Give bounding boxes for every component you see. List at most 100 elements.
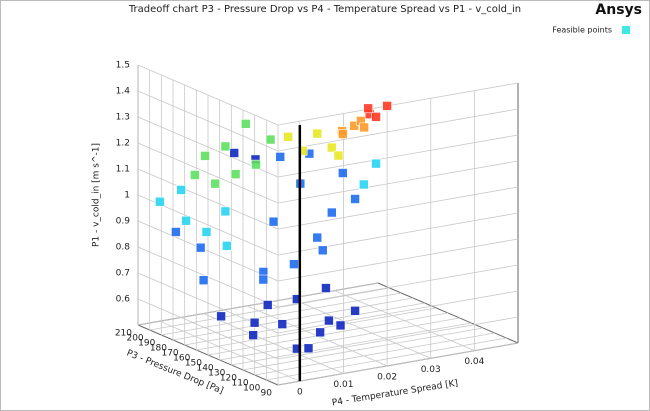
point xyxy=(359,122,369,133)
point xyxy=(190,170,200,180)
floor-grid-line xyxy=(207,312,449,356)
plot-area: 0 0.01 0.02 0.03 0.04 90100110120130140150160… xyxy=(115,26,630,399)
legend-swatch xyxy=(622,26,630,34)
point xyxy=(198,275,209,286)
floor-grid-line xyxy=(184,302,425,346)
point xyxy=(312,128,323,139)
floor-grid-line xyxy=(231,322,472,366)
brand-logo: Ansys xyxy=(595,2,642,18)
point xyxy=(181,215,191,226)
z-tick-label: 1.5 xyxy=(116,61,130,71)
floor-grid-line xyxy=(161,292,402,336)
point xyxy=(220,206,231,217)
wall-grid-line xyxy=(277,82,519,126)
z-tick-label: 0.9 xyxy=(116,217,131,227)
point xyxy=(155,196,165,207)
point xyxy=(363,103,373,114)
point xyxy=(200,151,210,161)
point xyxy=(371,112,381,122)
z-axis-label: P1 - v_cold_in [m s^-1] xyxy=(92,143,102,247)
wall-grid-line xyxy=(277,160,519,204)
x-tick-label: 0.04 xyxy=(464,357,484,367)
wall-grid-line xyxy=(277,238,519,282)
point xyxy=(283,132,293,142)
y-tick-label: 100 xyxy=(243,384,260,394)
z-tick-label: 1.2 xyxy=(116,139,130,149)
x-tick-label: 0 xyxy=(297,388,303,398)
y-tick-label: 170 xyxy=(161,349,178,359)
point xyxy=(249,317,260,328)
chart-title: Tradeoff chart P3 - Pressure Drop vs P4 … xyxy=(128,4,521,15)
wall-grid-line xyxy=(277,134,519,178)
point xyxy=(338,129,348,139)
point xyxy=(229,148,240,158)
wall-grid-line xyxy=(277,316,519,360)
floor-grid-line xyxy=(242,327,484,371)
point xyxy=(371,158,381,169)
wall-grid-line xyxy=(277,108,519,152)
y-tick-label: 190 xyxy=(138,339,155,349)
y-tick-label: 110 xyxy=(231,379,248,389)
point xyxy=(349,121,360,131)
wall-grid-line xyxy=(137,298,279,360)
point xyxy=(171,227,181,237)
point xyxy=(265,134,276,145)
point xyxy=(324,315,334,326)
point xyxy=(335,320,346,331)
y-tick-label: 210 xyxy=(115,329,132,339)
wall-grid-line xyxy=(277,264,519,308)
z-tick-label: 0.7 xyxy=(116,269,130,279)
point xyxy=(230,169,241,179)
floor-grid-line xyxy=(219,317,460,361)
point xyxy=(350,305,360,316)
legend-label: Feasible points xyxy=(552,26,612,35)
x-tick-label: 0.01 xyxy=(333,380,353,390)
y-tick-label: 160 xyxy=(173,354,190,364)
point xyxy=(317,245,328,256)
point xyxy=(338,168,348,178)
x-tick-label: 0.03 xyxy=(421,365,441,375)
point xyxy=(275,152,286,162)
x-tick-label: 0.02 xyxy=(377,372,397,382)
wall-grid-line xyxy=(137,220,279,282)
point xyxy=(248,330,258,340)
point xyxy=(216,311,226,322)
wall-grid-line xyxy=(277,186,519,230)
floor-grid-line xyxy=(266,337,507,381)
z-tick-label: 1.4 xyxy=(116,87,131,97)
point xyxy=(201,227,212,237)
z-tick-label: 0.8 xyxy=(116,243,131,253)
point xyxy=(312,232,323,243)
point xyxy=(326,142,337,153)
wall-grid-line xyxy=(137,64,279,126)
point xyxy=(297,146,308,156)
floor-grid-line xyxy=(172,297,414,341)
point xyxy=(289,259,299,269)
point xyxy=(241,119,251,129)
y-tick-label: 130 xyxy=(208,369,225,379)
point xyxy=(277,319,288,329)
wall-grid-line xyxy=(277,290,519,334)
y-tick-label: 120 xyxy=(220,374,237,384)
z-tick-label: 0.6 xyxy=(116,295,131,305)
point xyxy=(176,185,186,195)
z-tick-label: 1 xyxy=(124,191,130,201)
point xyxy=(333,150,344,161)
wall-grid-line xyxy=(137,168,279,230)
y-tick-label: 90 xyxy=(261,389,273,399)
point xyxy=(359,179,369,190)
point xyxy=(222,241,232,251)
wall-grid-line xyxy=(137,90,279,152)
z-tick-label: 1.3 xyxy=(116,113,130,123)
y-tick-label: 140 xyxy=(196,364,213,374)
point xyxy=(220,141,231,152)
z-tick-label: 1.1 xyxy=(116,165,130,175)
floor-grid-line xyxy=(254,332,495,376)
point xyxy=(350,194,360,204)
y-tick-label: 200 xyxy=(126,334,143,344)
point xyxy=(382,101,392,111)
point xyxy=(251,159,261,170)
point xyxy=(195,242,206,253)
point xyxy=(268,216,279,227)
